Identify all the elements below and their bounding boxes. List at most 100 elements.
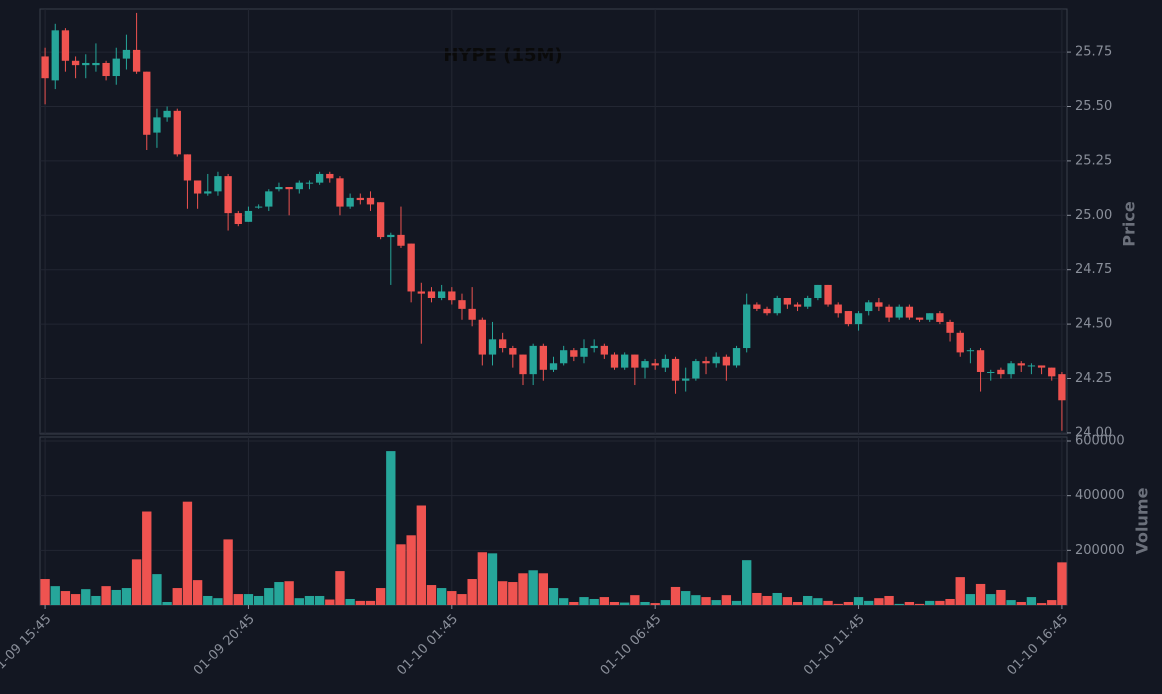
candle-body [122, 49, 131, 59]
volume-bar [752, 592, 762, 605]
volume-bar [508, 582, 518, 605]
candle-body [458, 300, 466, 309]
volume-bar [955, 577, 965, 605]
candle-body [437, 291, 446, 298]
candle-body [366, 197, 375, 205]
candle-body [946, 321, 954, 333]
candle-body [854, 313, 863, 325]
volume-bar [1057, 562, 1067, 605]
volume-bar [152, 574, 162, 605]
volume-bar [335, 571, 345, 605]
candle-body [509, 348, 517, 355]
volume-bar [81, 589, 91, 605]
volume-bar [670, 586, 681, 605]
volume-bar [528, 570, 538, 605]
volume-bar [1016, 601, 1026, 605]
candle-body [539, 345, 547, 370]
x-tick-label: 01-10 01:45 [394, 612, 461, 679]
y-axis-label: Price [1120, 201, 1139, 247]
volume-bar [772, 592, 782, 605]
candle-body [732, 348, 741, 366]
candle-body [905, 306, 914, 318]
volume-bar [620, 602, 630, 605]
volume-bar [325, 599, 335, 605]
volume-bar [782, 597, 793, 605]
candle-body [376, 202, 385, 238]
volume-bar [162, 601, 172, 605]
x-tick-label: 01-09 15:45 [0, 612, 54, 679]
volume-bar [650, 603, 660, 605]
volume-bar [1047, 600, 1057, 605]
volume-bar [345, 598, 355, 605]
volume-bar [518, 573, 528, 605]
y-tick-label: 24.25 [1075, 371, 1112, 386]
candle-body [275, 187, 283, 190]
candle-body [702, 361, 710, 364]
volume-bar [264, 588, 274, 605]
candle-body [590, 345, 598, 349]
y-tick-label: 24.00 [1075, 425, 1112, 440]
volume-bar [416, 505, 426, 605]
volume-bar [803, 595, 813, 605]
candle-body [814, 284, 822, 298]
volume-bar [853, 597, 864, 605]
volume-tick-label: 200000 [1075, 543, 1125, 558]
candle-body [448, 291, 456, 301]
candle-body [966, 350, 975, 352]
candle-body [498, 339, 507, 349]
volume-bar [426, 585, 437, 605]
x-tick-label: 01-10 11:45 [801, 612, 868, 679]
volume-bar [792, 601, 803, 605]
candle-body [143, 71, 151, 135]
candle-body [844, 311, 853, 325]
volume-bar [131, 559, 142, 605]
volume-bar [111, 589, 121, 605]
volume-bar [213, 598, 223, 605]
candle-body [346, 197, 354, 207]
volume-bar [640, 601, 650, 605]
volume-bar [386, 451, 396, 605]
y-tick-label: 25.75 [1075, 45, 1112, 60]
volume-bar [1036, 603, 1047, 605]
chart-title: HYPE (15M) [443, 45, 562, 66]
y-tick-label: 25.25 [1075, 153, 1112, 168]
candle-body [783, 297, 792, 305]
volume-bar [497, 581, 508, 605]
volume-bar [182, 501, 193, 605]
candle-body [834, 304, 842, 314]
volume-bar [558, 598, 569, 605]
candle-body [600, 345, 609, 355]
candle-body [631, 354, 639, 368]
candle-body [407, 243, 415, 292]
candle-body [519, 354, 527, 375]
volume-bar [457, 594, 467, 605]
volume-bar [986, 594, 996, 605]
volume-bar [60, 591, 71, 605]
volume-bar [192, 580, 203, 605]
candle-body [987, 371, 995, 373]
x-tick-label: 01-09 20:45 [191, 612, 258, 679]
candle-body [356, 197, 364, 201]
volume-bar [843, 601, 854, 605]
candle-body [51, 30, 59, 81]
candle-body [621, 354, 629, 368]
candle-body [285, 187, 293, 190]
candle-body [132, 49, 141, 72]
price-panel [39, 8, 1068, 435]
candle-body [71, 60, 80, 66]
y-tick-label: 25.00 [1075, 208, 1112, 223]
volume-bar [548, 588, 559, 605]
candle-body [244, 210, 253, 222]
candle-body [712, 356, 720, 364]
candle-body [936, 313, 944, 322]
candle-body [743, 304, 751, 349]
volume-bar [40, 579, 50, 605]
volume-bar [253, 595, 264, 605]
candle-body [885, 306, 893, 318]
candle-body [875, 302, 883, 307]
volume-bar [1006, 600, 1016, 605]
volume-bar [121, 588, 132, 605]
candle-body [610, 354, 619, 368]
volume-bar [904, 601, 915, 605]
x-tick-label: 01-10 16:45 [1004, 612, 1071, 679]
